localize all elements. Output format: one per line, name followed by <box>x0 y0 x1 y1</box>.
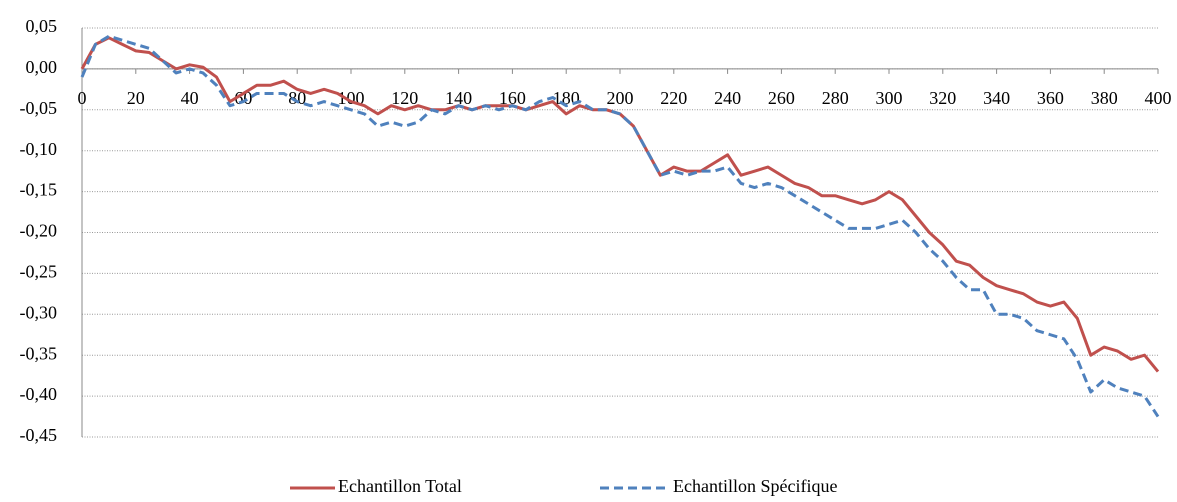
x-tick-label: 140 <box>445 88 472 108</box>
x-tick-label: 220 <box>660 88 687 108</box>
legend-label: Echantillon Total <box>338 476 462 496</box>
x-tick-label: 60 <box>234 88 252 108</box>
y-tick-label: -0,20 <box>20 221 58 241</box>
y-tick-label: -0,30 <box>20 302 58 322</box>
x-tick-label: 260 <box>768 88 795 108</box>
x-tick-label: 300 <box>876 88 903 108</box>
x-tick-label: 380 <box>1091 88 1118 108</box>
x-tick-label: 340 <box>983 88 1010 108</box>
x-tick-label: 120 <box>391 88 418 108</box>
x-tick-label: 320 <box>929 88 956 108</box>
y-tick-label: -0,45 <box>20 425 58 445</box>
x-tick-label: 400 <box>1145 88 1172 108</box>
y-tick-label: -0,25 <box>20 262 58 282</box>
y-tick-label: 0,05 <box>26 16 58 36</box>
x-tick-label: 0 <box>78 88 87 108</box>
legend-label: Echantillon Spécifique <box>673 476 837 496</box>
y-tick-label: -0,40 <box>20 384 58 404</box>
x-tick-label: 40 <box>181 88 199 108</box>
x-tick-label: 360 <box>1037 88 1064 108</box>
x-tick-label: 160 <box>499 88 526 108</box>
x-tick-label: 280 <box>822 88 849 108</box>
y-tick-label: 0,00 <box>26 57 58 77</box>
y-tick-label: -0,35 <box>20 343 58 363</box>
x-tick-label: 20 <box>127 88 145 108</box>
y-tick-label: -0,15 <box>20 180 58 200</box>
line-series <box>80 34 1160 418</box>
x-tick-label: 200 <box>607 88 634 108</box>
x-tick-label: 240 <box>714 88 741 108</box>
y-tick-label: -0,10 <box>20 139 58 159</box>
y-tick-label: -0,05 <box>20 98 58 118</box>
x-tick-label: 80 <box>288 88 306 108</box>
